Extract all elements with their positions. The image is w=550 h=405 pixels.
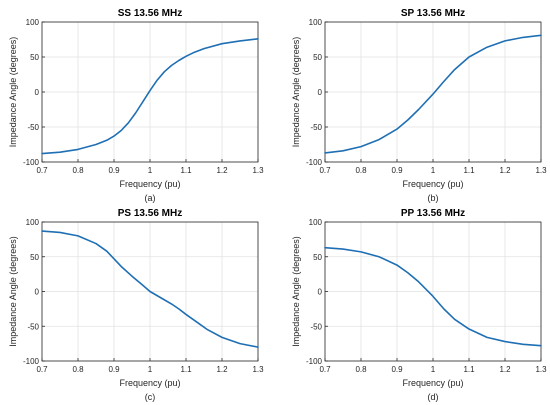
y-tick-label: 50	[30, 53, 39, 62]
x-axis-label: Frequency (pu)	[402, 378, 463, 388]
x-tick-label: 1.1	[463, 365, 475, 374]
y-tick-label: -50	[310, 123, 322, 132]
y-axis-label: Impedance Angle (degrees)	[8, 37, 18, 148]
chart-title: PS 13.56 MHz	[118, 208, 182, 219]
x-tick-label: 0.8	[355, 166, 367, 175]
panel-caption: (d)	[428, 392, 439, 402]
chart-title: SS 13.56 MHz	[118, 8, 182, 19]
x-tick-label: 0.7	[36, 166, 48, 175]
x-tick-label: 0.8	[355, 365, 367, 374]
y-tick-label: 50	[30, 253, 39, 262]
x-tick-label: 1.2	[499, 166, 511, 175]
x-tick-label: 1.3	[252, 166, 264, 175]
y-tick-label: 100	[309, 18, 323, 27]
x-tick-label: 1	[431, 166, 436, 175]
y-axis-label: Impedance Angle (degrees)	[8, 236, 18, 347]
panel-caption: (c)	[145, 392, 156, 402]
panel-caption: (a)	[145, 193, 156, 203]
x-tick-label: 1.3	[535, 365, 547, 374]
x-tick-label: 1.3	[535, 166, 547, 175]
x-tick-label: 1.1	[180, 365, 192, 374]
y-tick-label: 100	[26, 18, 40, 27]
x-tick-label: 1.3	[252, 365, 264, 374]
y-tick-label: -50	[27, 322, 39, 331]
x-tick-label: 0.7	[36, 365, 48, 374]
y-axis-label: Impedance Angle (degrees)	[291, 236, 301, 347]
axes-box	[41, 221, 259, 362]
x-tick-label: 0.9	[108, 166, 120, 175]
x-tick-label: 1	[431, 365, 436, 374]
x-tick-label: 0.8	[72, 365, 84, 374]
chart-panel-0: 0.7 0.8 0.9 1 1.1 1.2 1.3 -100 -50 0 50 100 SS 13.56…	[8, 8, 264, 203]
series-line	[41, 230, 259, 348]
series-line	[324, 34, 542, 154]
y-tick-label: 100	[26, 218, 40, 227]
panel-caption: (b)	[428, 193, 439, 203]
x-tick-label: 1	[148, 365, 153, 374]
series-line	[324, 246, 542, 347]
x-tick-label: 1.1	[180, 166, 192, 175]
y-tick-label: -100	[23, 357, 40, 366]
y-tick-label: -100	[306, 158, 323, 167]
x-tick-label: 1.2	[499, 365, 511, 374]
x-tick-label: 1.1	[463, 166, 475, 175]
y-axis-label: Impedance Angle (degrees)	[291, 37, 301, 148]
axes-box	[324, 21, 542, 163]
y-tick-label: 100	[309, 218, 323, 227]
y-tick-label: 50	[313, 53, 322, 62]
x-tick-label: 0.9	[391, 365, 403, 374]
x-tick-label: 1.2	[216, 365, 228, 374]
y-tick-label: -100	[23, 158, 40, 167]
axes-box	[324, 221, 542, 362]
x-axis-label: Frequency (pu)	[119, 378, 180, 388]
x-tick-label: 0.9	[391, 166, 403, 175]
y-tick-label: 0	[35, 88, 40, 97]
x-tick-label: 0.7	[319, 365, 331, 374]
chart-title: SP 13.56 MHz	[401, 8, 465, 19]
x-tick-label: 0.7	[319, 166, 331, 175]
x-tick-label: 1.2	[216, 166, 228, 175]
chart-panel-1: 0.7 0.8 0.9 1 1.1 1.2 1.3 -100 -50 0 50 100 SP 13.56…	[291, 8, 547, 203]
series-line	[41, 38, 259, 155]
y-tick-label: -50	[27, 123, 39, 132]
y-tick-label: 0	[35, 288, 40, 297]
y-tick-label: 50	[313, 253, 322, 262]
chart-panel-3: 0.7 0.8 0.9 1 1.1 1.2 1.3 -100 -50 0 50 100 PP 13.56…	[291, 208, 547, 402]
y-tick-label: 0	[318, 288, 323, 297]
x-tick-label: 0.9	[108, 365, 120, 374]
y-tick-label: -50	[310, 322, 322, 331]
axes-box	[41, 21, 259, 163]
x-axis-label: Frequency (pu)	[402, 179, 463, 189]
x-tick-label: 0.8	[72, 166, 84, 175]
x-axis-label: Frequency (pu)	[119, 179, 180, 189]
y-tick-label: -100	[306, 357, 323, 366]
x-tick-label: 1	[148, 166, 153, 175]
y-tick-label: 0	[318, 88, 323, 97]
chart-title: PP 13.56 MHz	[401, 208, 465, 219]
chart-panel-2: 0.7 0.8 0.9 1 1.1 1.2 1.3 -100 -50 0 50 100 PS 13.56…	[8, 208, 264, 402]
